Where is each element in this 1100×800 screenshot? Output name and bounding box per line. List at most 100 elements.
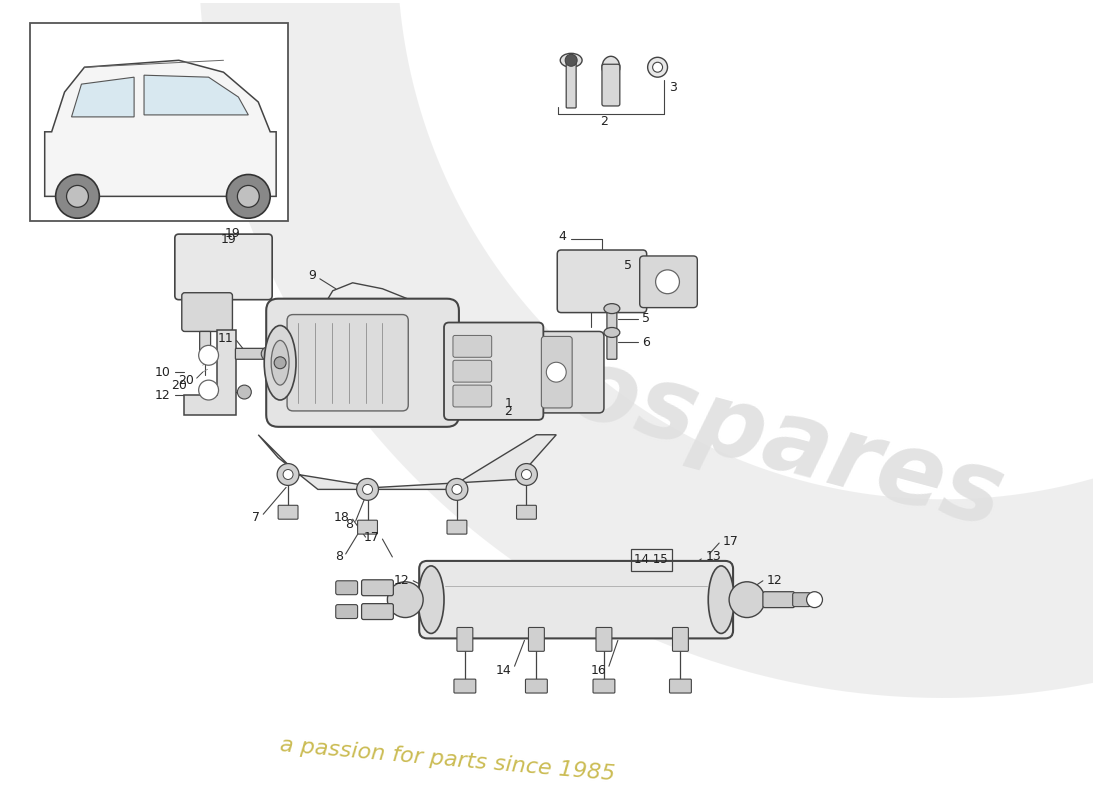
Text: 17: 17 (364, 530, 380, 543)
Ellipse shape (602, 56, 619, 78)
FancyBboxPatch shape (175, 234, 272, 300)
FancyBboxPatch shape (566, 59, 576, 108)
Circle shape (277, 463, 299, 486)
Ellipse shape (708, 566, 734, 634)
FancyBboxPatch shape (358, 520, 377, 534)
Ellipse shape (264, 326, 296, 400)
Circle shape (199, 346, 219, 366)
Circle shape (238, 385, 251, 399)
Text: 8: 8 (344, 518, 353, 530)
Circle shape (521, 470, 531, 479)
Circle shape (283, 470, 293, 479)
Circle shape (363, 485, 373, 494)
Circle shape (547, 362, 567, 382)
Circle shape (565, 54, 578, 66)
Circle shape (274, 357, 286, 369)
FancyBboxPatch shape (266, 298, 459, 427)
Text: 6: 6 (641, 336, 650, 349)
Ellipse shape (560, 54, 582, 67)
Text: 5: 5 (624, 259, 631, 273)
Circle shape (652, 62, 662, 72)
FancyBboxPatch shape (640, 256, 697, 308)
FancyBboxPatch shape (453, 385, 492, 407)
Text: 4: 4 (559, 230, 566, 242)
Circle shape (67, 186, 88, 207)
FancyBboxPatch shape (447, 520, 466, 534)
Circle shape (227, 174, 271, 218)
FancyBboxPatch shape (287, 314, 408, 411)
Text: 2: 2 (600, 115, 608, 128)
FancyBboxPatch shape (596, 627, 612, 651)
Text: 18: 18 (333, 510, 350, 524)
Circle shape (648, 58, 668, 77)
Polygon shape (199, 0, 1100, 698)
Circle shape (806, 592, 823, 608)
FancyBboxPatch shape (235, 348, 265, 359)
Text: 19: 19 (224, 226, 241, 240)
Circle shape (56, 174, 99, 218)
FancyBboxPatch shape (517, 506, 537, 519)
FancyBboxPatch shape (558, 250, 647, 313)
Text: 3: 3 (670, 81, 678, 94)
FancyBboxPatch shape (602, 64, 619, 106)
Text: 5: 5 (641, 312, 650, 325)
FancyBboxPatch shape (453, 335, 492, 358)
Ellipse shape (418, 566, 444, 634)
Text: 17: 17 (723, 534, 739, 547)
Circle shape (387, 582, 424, 618)
Ellipse shape (604, 304, 619, 314)
FancyBboxPatch shape (453, 360, 492, 382)
FancyBboxPatch shape (362, 580, 394, 596)
Text: 2: 2 (505, 406, 513, 418)
Ellipse shape (272, 341, 289, 385)
FancyBboxPatch shape (336, 605, 358, 618)
Ellipse shape (604, 327, 619, 338)
FancyBboxPatch shape (607, 310, 617, 335)
FancyBboxPatch shape (672, 627, 689, 651)
Text: 20: 20 (178, 374, 194, 386)
Circle shape (516, 463, 538, 486)
Polygon shape (258, 434, 557, 490)
Bar (30, 22, 288, 222)
Circle shape (238, 186, 260, 207)
Text: 9: 9 (308, 270, 316, 282)
FancyBboxPatch shape (444, 322, 543, 420)
Text: 20: 20 (170, 378, 187, 392)
Bar (630, 549, 672, 571)
Circle shape (446, 478, 468, 500)
Text: 13: 13 (705, 550, 720, 563)
FancyBboxPatch shape (336, 581, 358, 594)
FancyBboxPatch shape (528, 627, 544, 651)
Text: 12: 12 (767, 574, 782, 587)
FancyBboxPatch shape (278, 506, 298, 519)
Circle shape (199, 380, 219, 400)
FancyBboxPatch shape (537, 331, 604, 413)
FancyBboxPatch shape (593, 679, 615, 693)
Text: 8: 8 (334, 550, 343, 563)
Text: 14: 14 (496, 664, 512, 677)
Text: eurospares: eurospares (377, 291, 1013, 549)
Text: 11: 11 (218, 332, 233, 345)
Text: 16: 16 (591, 664, 606, 677)
Text: 12: 12 (394, 574, 409, 587)
FancyBboxPatch shape (607, 334, 617, 359)
Circle shape (656, 270, 680, 294)
FancyBboxPatch shape (182, 293, 232, 331)
Text: 7: 7 (252, 510, 261, 524)
Text: 14 15: 14 15 (634, 554, 668, 566)
Polygon shape (144, 75, 249, 115)
Polygon shape (184, 330, 236, 415)
FancyBboxPatch shape (793, 593, 811, 606)
Circle shape (261, 347, 275, 361)
FancyBboxPatch shape (419, 561, 733, 638)
Text: a passion for parts since 1985: a passion for parts since 1985 (278, 735, 615, 784)
FancyBboxPatch shape (541, 337, 572, 408)
Circle shape (356, 478, 378, 500)
FancyBboxPatch shape (200, 331, 210, 351)
FancyBboxPatch shape (454, 679, 476, 693)
Text: 19: 19 (221, 233, 236, 246)
FancyBboxPatch shape (670, 679, 692, 693)
Text: 1: 1 (505, 398, 513, 410)
FancyBboxPatch shape (763, 592, 794, 608)
Circle shape (452, 485, 462, 494)
